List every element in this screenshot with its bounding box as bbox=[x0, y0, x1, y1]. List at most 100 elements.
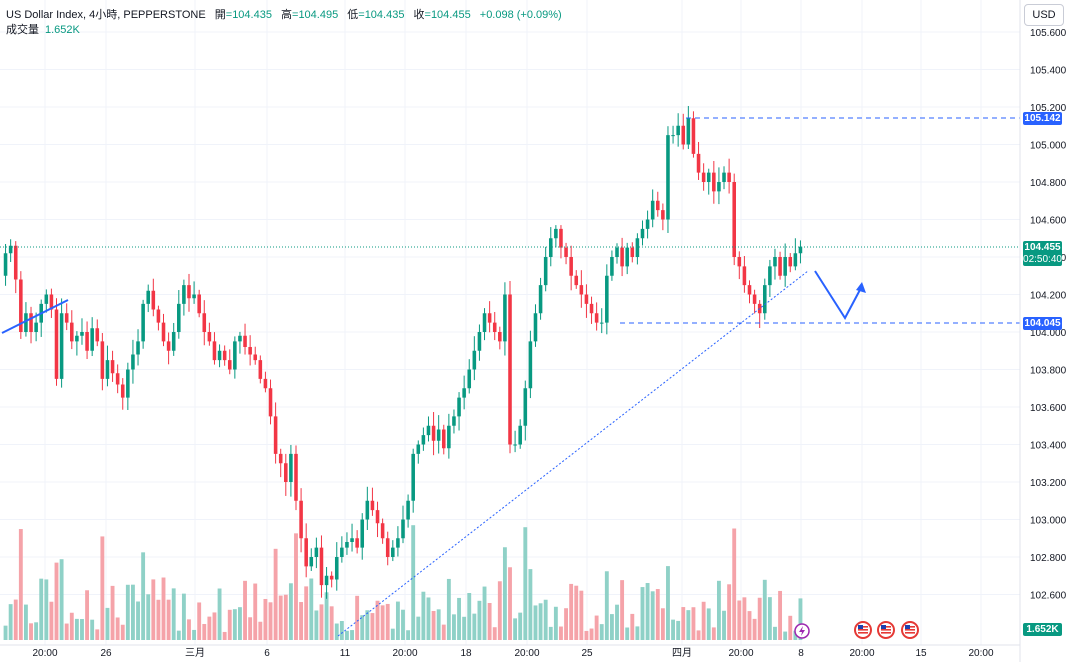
candle bbox=[788, 253, 793, 273]
candle bbox=[131, 339, 135, 384]
candle bbox=[34, 312, 38, 342]
volume-bar bbox=[660, 608, 665, 640]
volume-bar bbox=[100, 536, 105, 640]
time-tick-label: 20:00 bbox=[728, 648, 753, 659]
candle bbox=[472, 336, 477, 381]
volume-bar bbox=[492, 627, 497, 640]
candle bbox=[569, 245, 573, 291]
projection-arrow[interactable] bbox=[814, 270, 863, 320]
volume-bar bbox=[248, 617, 253, 640]
candle bbox=[212, 332, 217, 365]
resistance-price-tag: 105.142 bbox=[1023, 112, 1062, 125]
volume-bar bbox=[319, 604, 324, 640]
volume-bar bbox=[462, 616, 467, 640]
chart-legend: US Dollar Index, 4小時, PEPPERSTONE 開=104.… bbox=[6, 8, 562, 37]
price-tick-label: 105.200 bbox=[1030, 103, 1067, 114]
time-axis[interactable]: 20:00 26 三月 6 11 20:00 18 20:00 25 四月 20:00 8 20:00 1… bbox=[32, 647, 993, 659]
volume-bar bbox=[538, 603, 543, 640]
candle bbox=[661, 203, 665, 231]
volume-bar bbox=[288, 583, 293, 640]
candle bbox=[655, 191, 660, 217]
volume-bar bbox=[34, 622, 39, 640]
countdown-tag: 02:50:40 bbox=[1023, 253, 1062, 266]
candle bbox=[304, 523, 308, 578]
candle bbox=[416, 440, 421, 464]
price-tick-label: 102.800 bbox=[1030, 553, 1067, 564]
volume-bar bbox=[176, 630, 181, 640]
candle bbox=[737, 251, 742, 280]
volume-label[interactable]: 成交量 bbox=[6, 24, 39, 36]
candle bbox=[686, 105, 691, 150]
candle bbox=[401, 505, 405, 544]
candle bbox=[375, 501, 380, 538]
candle bbox=[222, 345, 227, 366]
candle bbox=[477, 324, 482, 361]
volume-bar bbox=[151, 579, 156, 640]
current-price-tag: 104.455 bbox=[1023, 241, 1062, 254]
volume-bar bbox=[676, 620, 681, 640]
candle bbox=[594, 302, 599, 331]
candle bbox=[75, 331, 79, 356]
candle bbox=[314, 537, 319, 569]
volume-bar bbox=[446, 578, 451, 640]
low-label: 低 bbox=[347, 9, 359, 21]
volume-bar bbox=[752, 618, 757, 640]
currency-button[interactable]: USD bbox=[1024, 4, 1064, 26]
volume-bar bbox=[283, 594, 288, 640]
candle bbox=[207, 322, 212, 346]
close-value: =104.455 bbox=[424, 9, 471, 21]
candle bbox=[24, 302, 28, 337]
time-tick-label: 20:00 bbox=[514, 648, 539, 659]
time-tick-label: 20:00 bbox=[968, 648, 993, 659]
candle bbox=[518, 419, 522, 449]
time-tick-label: 26 bbox=[100, 648, 112, 659]
volume-bar bbox=[609, 614, 614, 640]
candle bbox=[717, 167, 721, 205]
us-flag-event-icon[interactable] bbox=[854, 621, 872, 639]
volume-bar bbox=[706, 608, 711, 640]
candle bbox=[701, 163, 706, 191]
candle bbox=[182, 279, 186, 316]
candle bbox=[615, 243, 619, 264]
candle bbox=[309, 548, 314, 571]
volume-bar bbox=[8, 604, 13, 640]
volume-bar bbox=[360, 615, 365, 640]
candle bbox=[284, 453, 288, 496]
volume-bar bbox=[635, 626, 640, 640]
candle bbox=[391, 540, 395, 562]
volume-bar bbox=[426, 597, 431, 640]
us-flag-event-icon[interactable] bbox=[901, 621, 919, 639]
candle bbox=[49, 288, 54, 318]
candle bbox=[39, 299, 43, 337]
volume-bar bbox=[559, 626, 563, 640]
volume-bar bbox=[564, 608, 568, 640]
lightning-event-icon[interactable] bbox=[794, 623, 810, 639]
trend-line-left[interactable] bbox=[1, 299, 69, 334]
candle bbox=[436, 415, 441, 454]
legend-row-volume: 成交量 1.652K bbox=[6, 23, 562, 37]
volume-bar bbox=[227, 609, 232, 640]
candle bbox=[396, 526, 400, 557]
volume-bar bbox=[309, 578, 314, 640]
volume-bar bbox=[258, 621, 263, 640]
volume-bar bbox=[783, 631, 788, 640]
time-tick-label: 11 bbox=[340, 648, 351, 659]
low-value: =104.435 bbox=[358, 9, 405, 21]
symbol-title[interactable]: US Dollar Index, 4小時, PEPPERSTONE bbox=[6, 9, 206, 21]
candle bbox=[574, 270, 579, 289]
volume-bar bbox=[161, 577, 166, 640]
candle bbox=[166, 332, 171, 365]
volume-bar bbox=[696, 630, 701, 640]
candle bbox=[462, 375, 466, 410]
price-tick-label: 104.600 bbox=[1030, 216, 1067, 227]
candle bbox=[227, 349, 232, 375]
trend-line-ascending[interactable] bbox=[337, 270, 809, 637]
us-flag-event-icon[interactable] bbox=[877, 621, 895, 639]
candle bbox=[691, 111, 696, 158]
volume-bar bbox=[548, 626, 553, 640]
volume-bar bbox=[136, 601, 140, 640]
volume-bar bbox=[345, 630, 349, 640]
candle bbox=[742, 255, 747, 293]
volume-bar bbox=[528, 569, 533, 640]
